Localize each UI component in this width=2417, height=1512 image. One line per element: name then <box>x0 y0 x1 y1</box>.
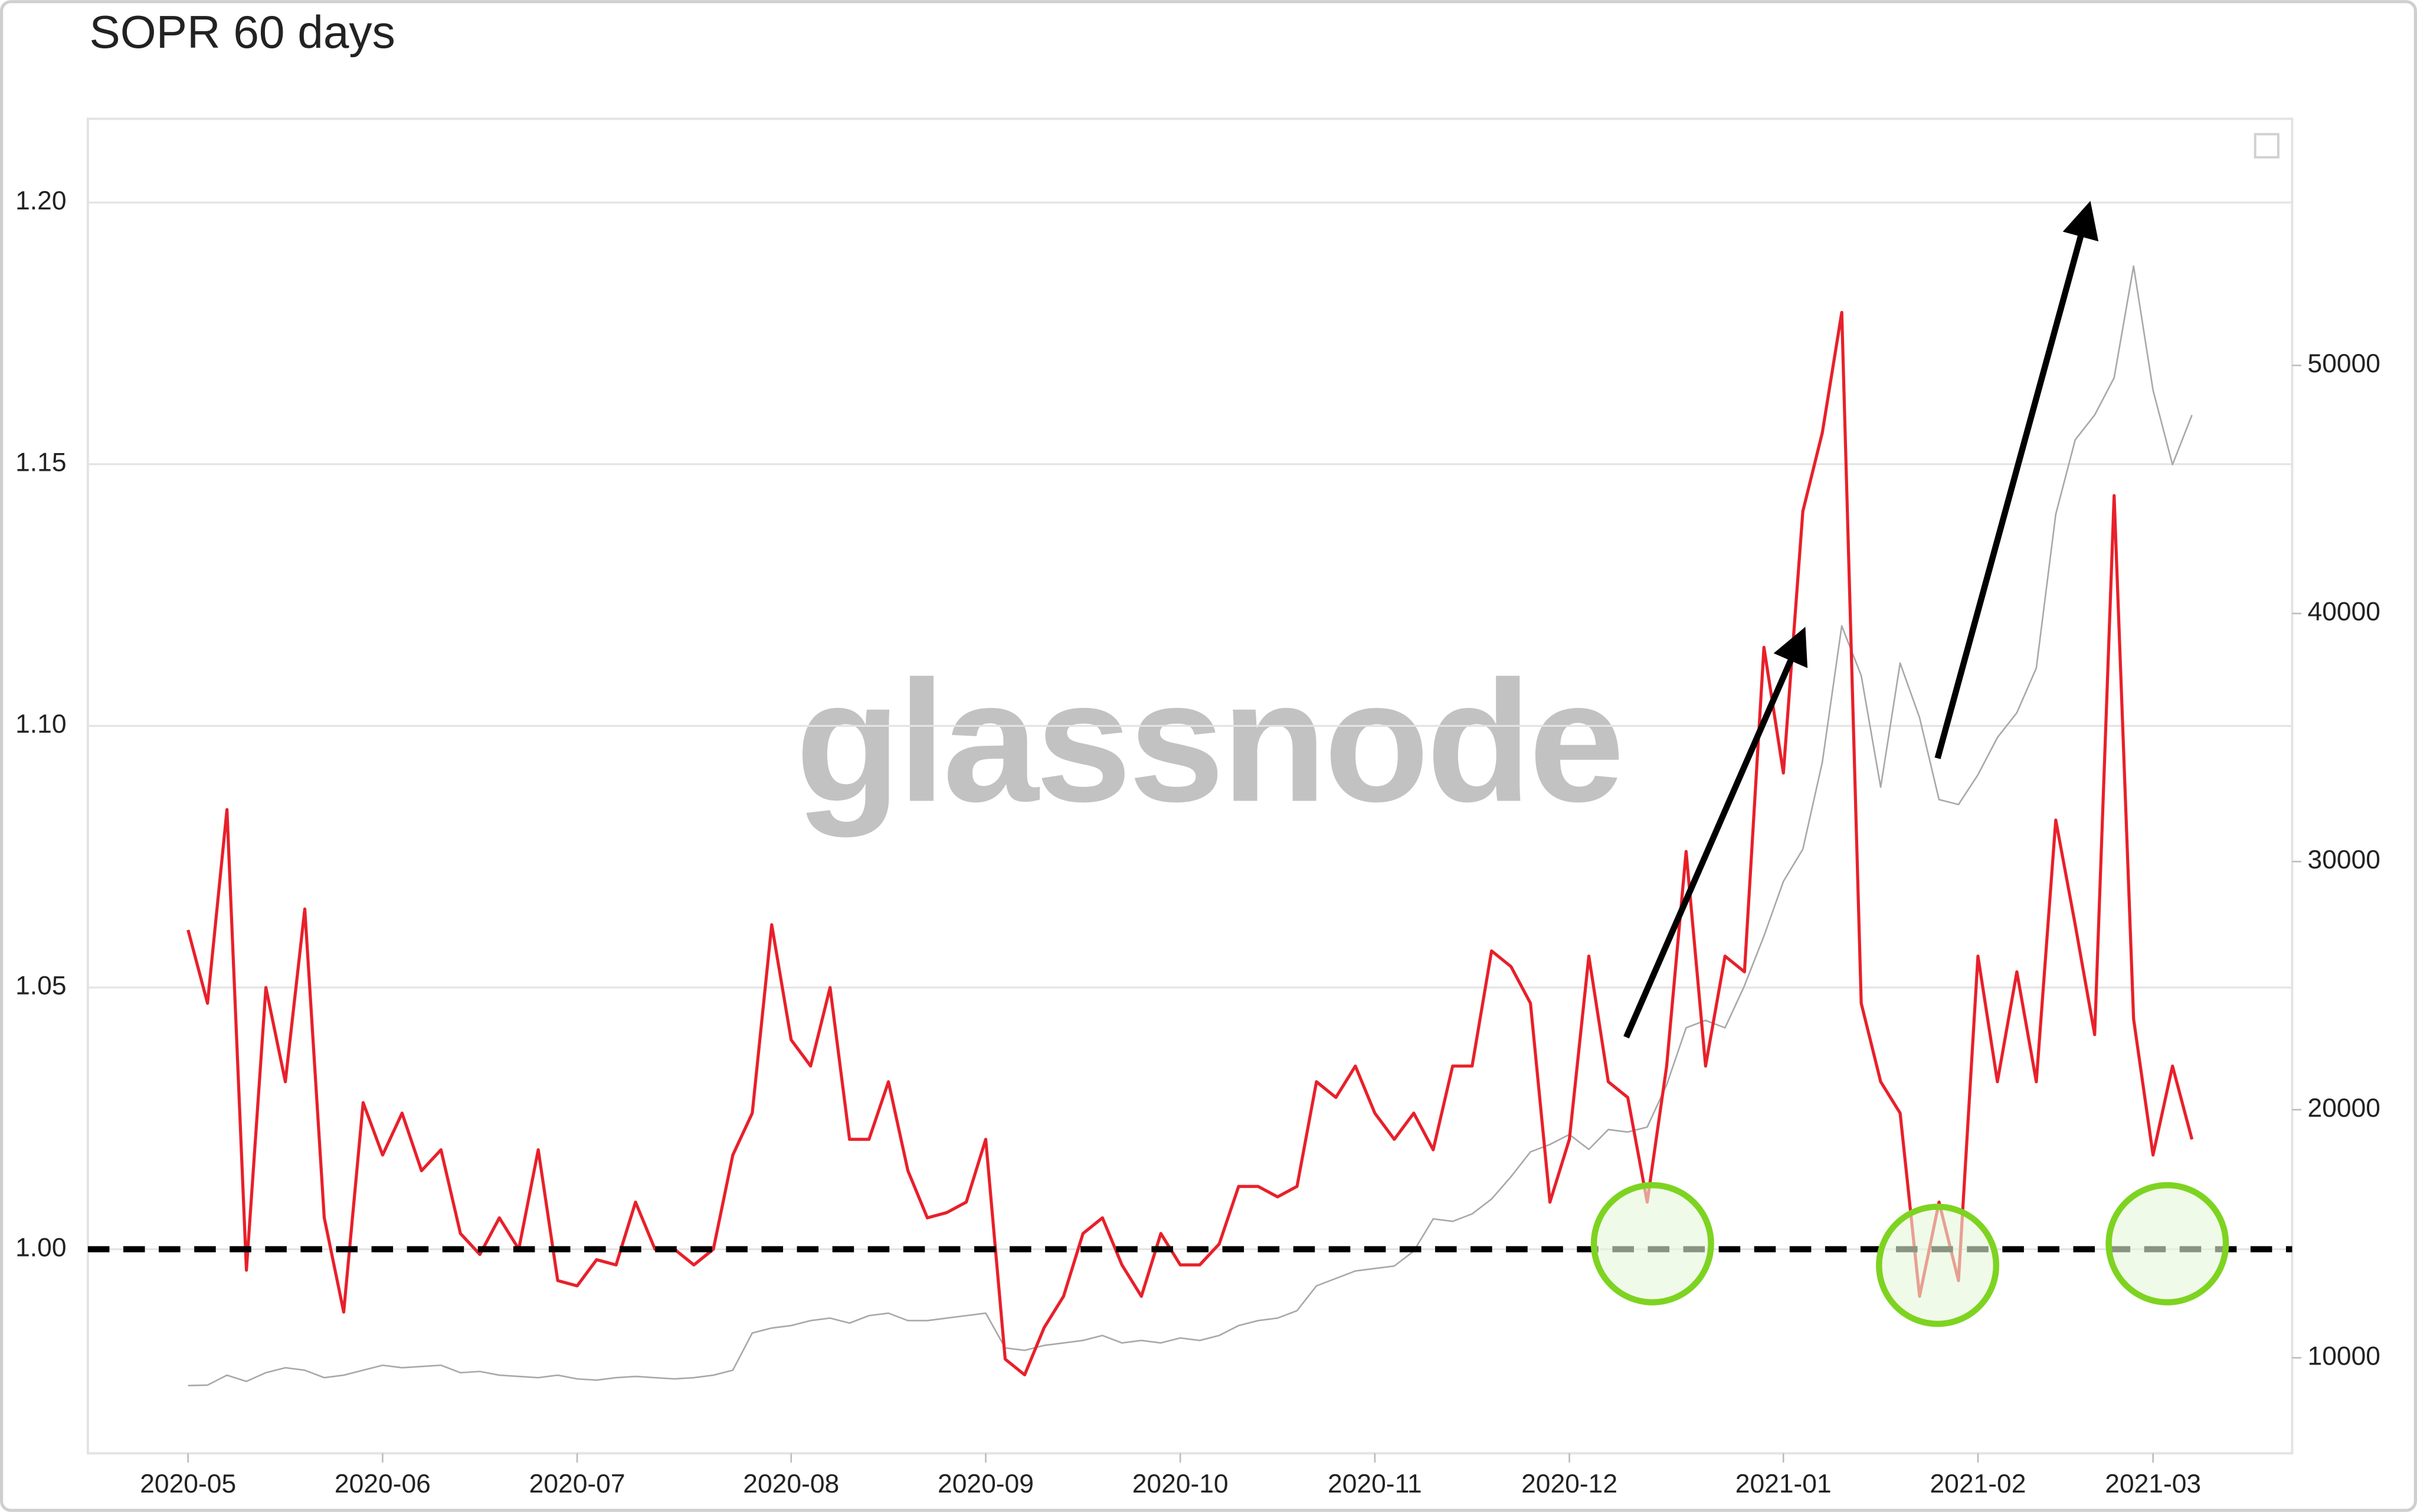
y-tick-label: 1.15 <box>15 448 66 477</box>
highlight-circle <box>2105 1182 2229 1306</box>
y-tick-label: 1.00 <box>15 1233 66 1262</box>
annotations <box>1590 201 2229 1327</box>
x-tick-label: 2020-11 <box>1328 1470 1422 1498</box>
y-tick-label: 1.05 <box>15 972 66 1001</box>
arrow <box>1934 201 2099 759</box>
x-tick-label: 2021-02 <box>1930 1470 2026 1498</box>
legend-toggle[interactable] <box>2254 133 2280 159</box>
x-tick-label: 2020-07 <box>529 1470 625 1498</box>
chart-title: SOPR 60 days <box>90 6 395 58</box>
plot: 1.00 1.05 1.10 1.15 1.20 10000 20000 30000 40000… <box>15 186 2380 1498</box>
highlight-circle <box>1876 1203 2000 1327</box>
y2-tick-label: 20000 <box>2308 1094 2380 1123</box>
y2-tick-label: 50000 <box>2308 349 2380 378</box>
y-tick-label: 1.20 <box>15 186 66 215</box>
y2-tick-label: 40000 <box>2308 598 2380 627</box>
y2-tick-label: 30000 <box>2308 845 2380 874</box>
x-tick-label: 2021-03 <box>2105 1470 2201 1498</box>
arrow <box>1623 627 1808 1039</box>
plot-area <box>86 117 2294 1455</box>
x-tick-label: 2020-06 <box>335 1470 431 1498</box>
x-tick-label: 2021-01 <box>1735 1470 1832 1498</box>
x-tick-label: 2020-08 <box>743 1470 839 1498</box>
price-line <box>188 265 2193 1387</box>
sopr-line <box>186 310 2194 1377</box>
x-tick-label: 2020-09 <box>938 1470 1034 1498</box>
y-tick-label: 1.10 <box>15 710 66 739</box>
x-tick-label: 2020-10 <box>1132 1470 1229 1498</box>
x-tick-label: 2020-05 <box>140 1470 236 1498</box>
watermark: glassnode <box>795 644 1622 838</box>
x-tick-label: 2020-12 <box>1521 1470 1617 1498</box>
y2-tick-label: 10000 <box>2308 1342 2380 1370</box>
highlight-circle <box>1590 1182 1714 1306</box>
